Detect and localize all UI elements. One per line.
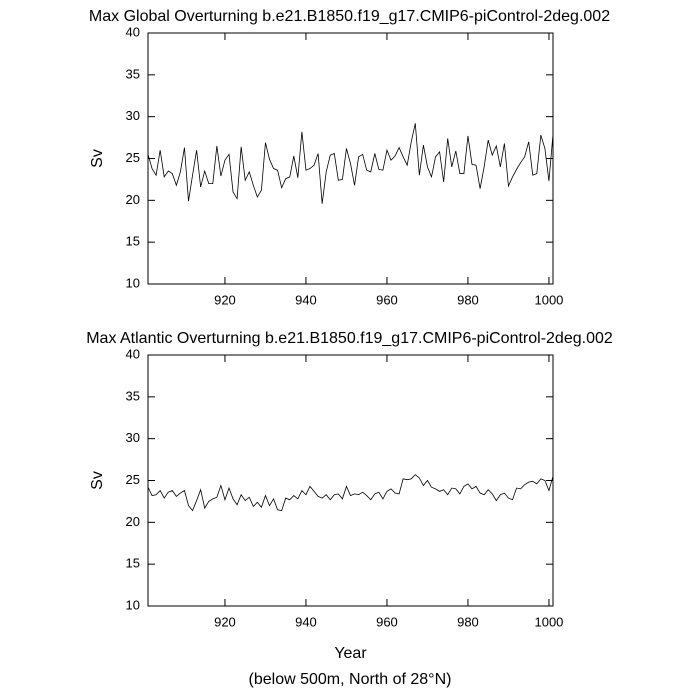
chart-title: Max Global Overturning b.e21.B1850.f19_g… <box>89 8 610 25</box>
x-tick-label: 960 <box>376 292 398 307</box>
y-tick-label: 25 <box>126 150 140 165</box>
y-tick-label: 40 <box>126 24 140 39</box>
y-axis-label: Sv <box>89 471 106 490</box>
x-tick-label: 940 <box>295 292 317 307</box>
x-tick-label: 1000 <box>534 292 563 307</box>
y-tick-label: 10 <box>126 275 140 290</box>
y-tick-label: 15 <box>126 556 140 571</box>
y-tick-label: 20 <box>126 192 140 207</box>
footnote: (below 500m, North of 28°N) <box>249 671 452 688</box>
y-tick-label: 10 <box>126 597 140 612</box>
x-tick-label: 1000 <box>534 614 563 629</box>
y-tick-label: 40 <box>126 346 140 361</box>
x-tick-label: 960 <box>376 614 398 629</box>
y-tick-label: 20 <box>126 514 140 529</box>
x-tick-label: 980 <box>457 292 479 307</box>
y-tick-label: 35 <box>126 388 140 403</box>
y-tick-label: 30 <box>126 430 140 445</box>
x-axis-label: Year <box>334 645 367 662</box>
x-tick-label: 980 <box>457 614 479 629</box>
data-line <box>147 123 554 204</box>
plot-frame <box>147 32 554 285</box>
x-tick-label: 920 <box>214 614 236 629</box>
y-tick-label: 25 <box>126 472 140 487</box>
chart-title: Max Atlantic Overturning b.e21.B1850.f19… <box>86 330 613 347</box>
data-line <box>147 474 554 512</box>
y-tick-label: 15 <box>126 234 140 249</box>
y-tick-label: 35 <box>126 66 140 81</box>
x-tick-label: 940 <box>295 614 317 629</box>
x-tick-label: 920 <box>214 292 236 307</box>
y-axis-label: Sv <box>89 149 106 168</box>
y-tick-label: 30 <box>126 108 140 123</box>
plot-frame <box>147 354 554 607</box>
